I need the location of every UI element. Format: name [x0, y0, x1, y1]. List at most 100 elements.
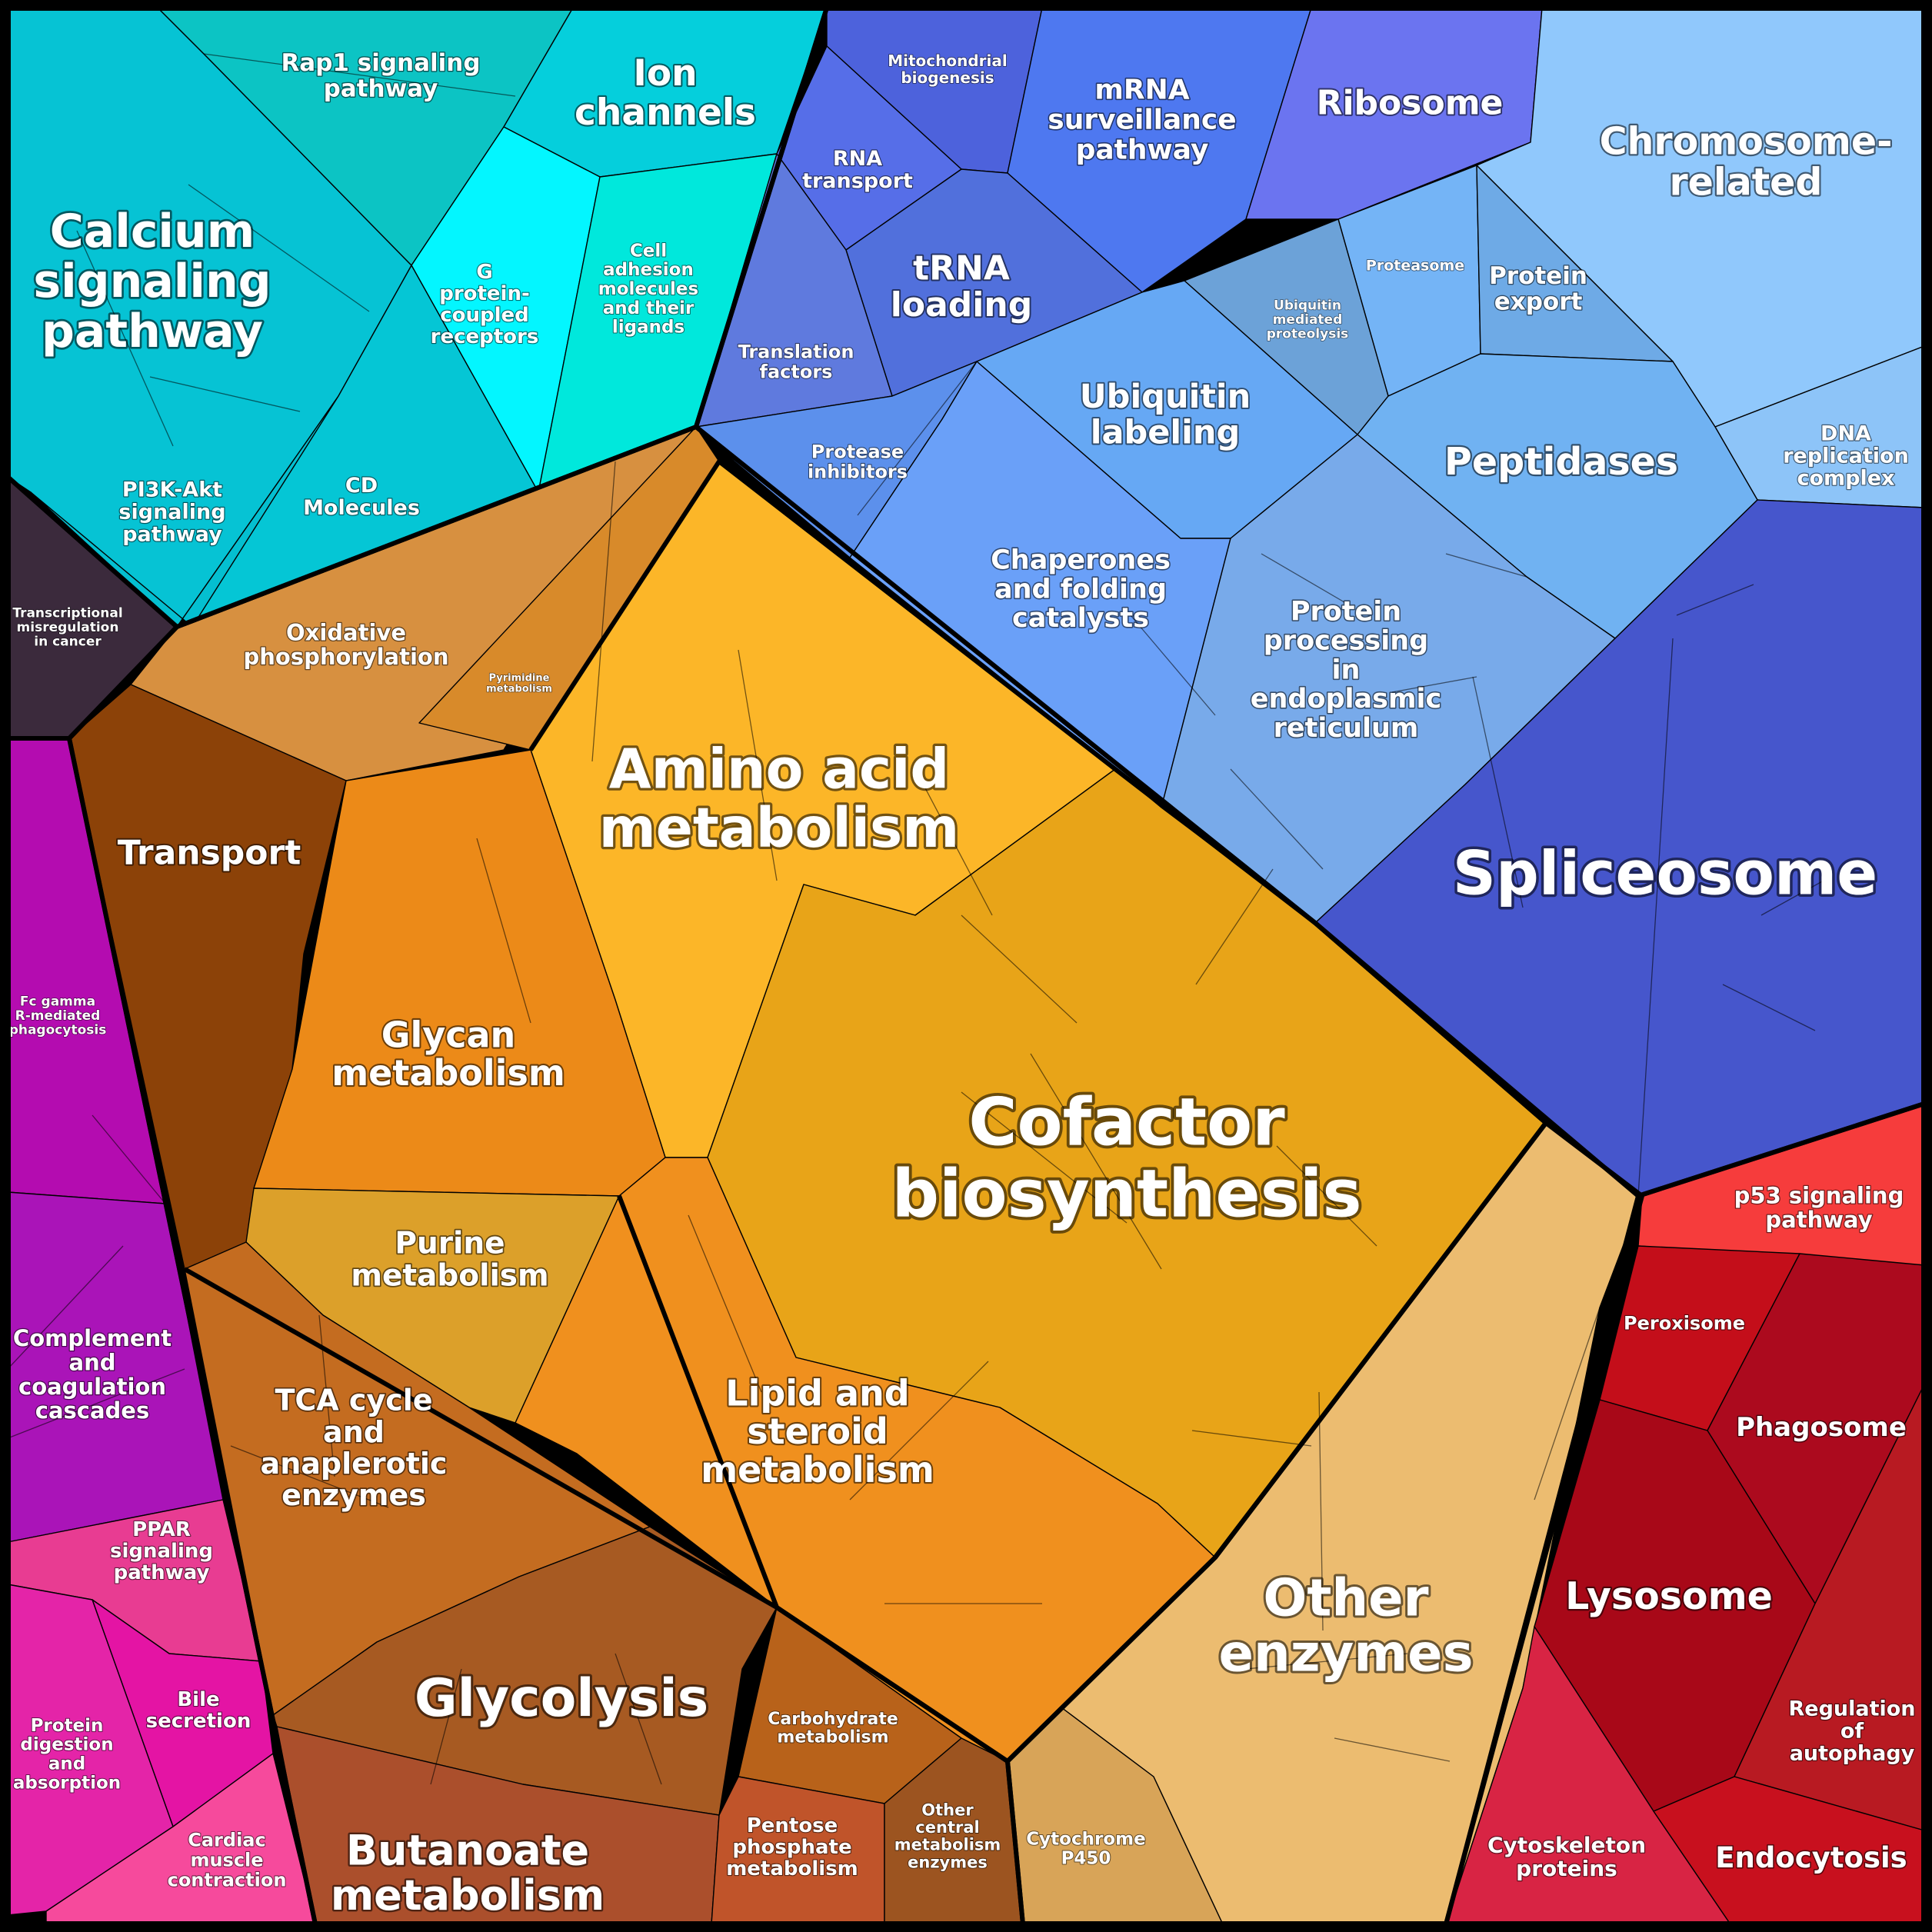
dna-replication-complex-label: DNA replication complex — [1783, 421, 1909, 490]
pyrimidine-metabolism-label: Pyrimidine metabolism — [486, 673, 552, 695]
rna-transport-label-line: transport — [802, 169, 913, 193]
g-protein-coupled-receptors-label-line: protein- — [439, 282, 530, 305]
sub-cell-divider — [591, 461, 616, 762]
ppar-signaling-pathway-label: PPAR signaling pathway — [110, 1518, 213, 1584]
sub-cell-divider — [1676, 584, 1754, 616]
p53-signaling-pathway-label-line: pathway — [1765, 1207, 1872, 1233]
glycolysis-split-outline — [183, 1267, 1009, 1764]
spliceosome-label: Spliceosome — [1453, 839, 1877, 908]
sub-cell-divider — [318, 1314, 335, 1477]
other-central-metabolism-enzymes-label-line: Other — [921, 1800, 974, 1819]
sub-cell-divider — [430, 1668, 462, 1785]
cell-adhesion-molecules-label-line: Cell — [630, 241, 667, 261]
cofactor-biosynthesis-label: Cofactor biosynthesis — [891, 1084, 1361, 1233]
g-protein-coupled-receptors-label-line: coupled — [440, 304, 529, 327]
pyrimidine-metabolism-label-line: Pyrimidine — [489, 673, 550, 685]
complement-and-coagulation-label-line: cascades — [35, 1397, 149, 1424]
pentose-phosphate-metabolism-label-line: Pentose — [747, 1814, 838, 1837]
spliceosome-label-line: Spliceosome — [1453, 839, 1877, 908]
protein-export-label-line: export — [1494, 288, 1583, 316]
regulation-of-autophagy-label-line: autophagy — [1790, 1742, 1915, 1766]
sub-cell-divider — [738, 649, 778, 881]
translation-factors-label-line: factors — [760, 361, 833, 382]
translation-factors-label-line: Translation — [738, 341, 854, 362]
other-enzymes-label-line: Other — [1263, 1567, 1428, 1627]
cell-adhesion-molecules-label-line: molecules — [598, 279, 698, 299]
sub-cell-divider — [92, 1114, 166, 1204]
peroxisome-label: Peroxisome — [1624, 1312, 1745, 1334]
dna-replication-complex-label-line: complex — [1797, 467, 1895, 491]
glycolysis-label: Glycolysis — [415, 1668, 708, 1729]
lipid-and-steroid-metabolism-label-line: Lipid and — [725, 1372, 909, 1414]
other-enzymes-label-line: enzymes — [1219, 1624, 1474, 1684]
chaperones-and-folding-catalysts-label-line: and folding — [994, 574, 1167, 605]
chromosome-related-label-line: Chromosome- — [1600, 120, 1893, 164]
calcium-signaling-pathway-label-line: Calcium — [50, 205, 255, 258]
sub-cell-divider — [914, 768, 993, 916]
glycolysis-label-line: Glycolysis — [415, 1668, 708, 1729]
purine-metabolism-label: Purine metabolism — [351, 1227, 548, 1294]
amino-acid-metabolism-label-line: metabolism — [599, 796, 960, 860]
endocytosis-label: Endocytosis — [1715, 1841, 1907, 1874]
trna-loading-label-line: loading — [891, 285, 1032, 325]
mrna-surveillance-pathway-label: mRNA surveillance pathway — [1048, 75, 1236, 166]
endocytosis-label-line: Endocytosis — [1715, 1841, 1907, 1874]
ion-channels-label: Ion channels — [575, 52, 756, 134]
other-central-metabolism-enzymes-label-line: metabolism — [894, 1836, 1001, 1854]
complement-and-coagulation-label-line: and — [69, 1349, 116, 1375]
p53-signaling-pathway-label: p53 signaling pathway — [1734, 1182, 1904, 1232]
cell-adhesion-molecules-label-line: and their — [603, 298, 695, 318]
pentose-phosphate-metabolism-label-line: phosphate — [732, 1836, 851, 1859]
oxidative-phosphorylation-label-line: Oxidative — [286, 619, 406, 645]
fc-gamma-phagocytosis-label: Fc gamma R-mediated phagocytosis — [9, 994, 107, 1038]
cells-layer — [7, 7, 1925, 1925]
sub-cell-divider — [1472, 676, 1524, 908]
proteasome-label: Proteasome — [1366, 258, 1464, 275]
protein-digestion-and-absorption-label-line: digestion — [20, 1735, 113, 1755]
sub-cell-divider — [1261, 553, 1354, 608]
sub-cell-divider — [1534, 1307, 1601, 1501]
cytoskeleton-proteins-label-line: Cytoskeleton — [1487, 1833, 1646, 1858]
sub-cell-divider — [1391, 676, 1477, 693]
calcium-signaling-pathway-label-line: pathway — [42, 305, 263, 358]
sub-cell-divider — [1445, 553, 1527, 578]
mrna-surveillance-pathway-label-line: mRNA — [1094, 75, 1189, 106]
pi3k-akt-signaling-pathway-label-line: PI3K-Akt — [122, 478, 222, 501]
rna-transport-label: RNA transport — [802, 147, 913, 193]
bile-secretion-label-line: secretion — [146, 1710, 251, 1733]
rap1-signaling-pathway-label-line: pathway — [324, 75, 438, 103]
lipid-and-steroid-metabolism-label-line: metabolism — [701, 1449, 934, 1491]
cofactor-biosynthesis-label-line: Cofactor — [968, 1084, 1285, 1161]
rap1-signaling-pathway-label-line: Rap1 signaling — [281, 49, 480, 77]
proteasome-label-line: Proteasome — [1366, 258, 1464, 275]
bile-secretion-label-line: Bile — [177, 1688, 219, 1711]
mitochondrial-biogenesis-label-line: biogenesis — [901, 68, 994, 87]
protease-inhibitors-label: Protease inhibitors — [808, 441, 908, 482]
tca-cycle-label-line: TCA cycle — [275, 1384, 432, 1417]
other-enzymes-label: Other enzymes — [1219, 1567, 1474, 1683]
amino-acid-metabolism-label-line: Amino acid — [609, 738, 949, 801]
butanoate-metabolism-label: Butanoate metabolism — [331, 1827, 605, 1920]
carbohydrate-metabolism-label-line: metabolism — [777, 1728, 888, 1747]
regulation-of-autophagy-label-line: of — [1840, 1719, 1864, 1743]
peptidases-label: Peptidases — [1444, 440, 1678, 484]
tca-cycle-label-line: enzymes — [281, 1478, 426, 1512]
trna-loading-label-line: tRNA — [913, 249, 1010, 288]
tca-cycle-label-line: and — [323, 1415, 385, 1449]
cardiac-muscle-contraction-label-line: muscle — [190, 1849, 263, 1870]
ubiquitin-labeling-label: Ubiquitin labeling — [1080, 378, 1251, 451]
transcriptional-misregulation-label-line: in cancer — [34, 634, 102, 649]
ubiquitin-mediated-proteolysis-label: Ubiquitin mediated proteolysis — [1267, 298, 1349, 342]
phagosome-label: Phagosome — [1736, 1412, 1907, 1443]
other-central-metabolism-enzymes-label-line: enzymes — [908, 1853, 988, 1871]
other-central-metabolism-enzymes-label: Other central metabolism enzymes — [894, 1800, 1001, 1871]
lysosome-label: Lysosome — [1565, 1574, 1773, 1618]
oxidative-phosphorylation-label-line: phosphorylation — [243, 644, 448, 670]
ubiquitin-mediated-proteolysis-label-line: proteolysis — [1267, 326, 1349, 341]
sub-cell-divider — [615, 1653, 662, 1785]
butanoate-metabolism-label-line: metabolism — [331, 1871, 605, 1920]
protein-processing-er-label-line: reticulum — [1274, 713, 1419, 744]
chromosome-related-label: Chromosome-related — [1600, 120, 1893, 205]
